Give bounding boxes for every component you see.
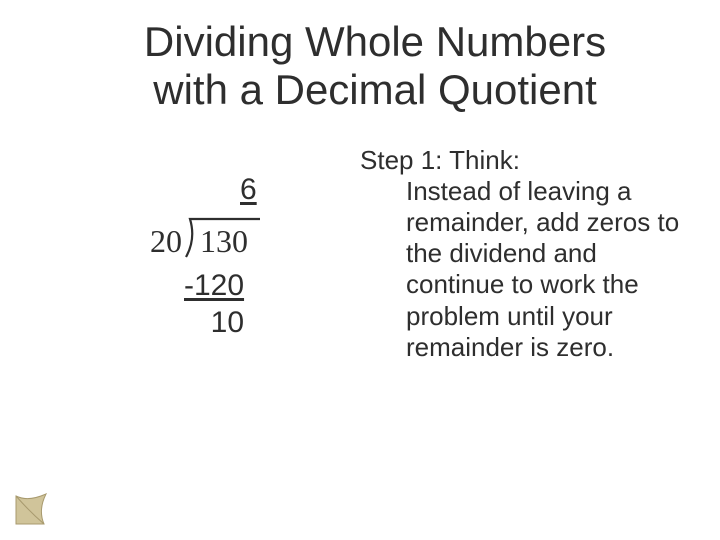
subtraction-steps: -120 10 xyxy=(184,267,244,342)
subtraction-line-1: -120 xyxy=(184,267,244,305)
long-division-symbol: 130 xyxy=(184,215,248,257)
slide-title: Dividing Whole Numbers with a Decimal Qu… xyxy=(70,18,680,115)
title-line-1: Dividing Whole Numbers xyxy=(144,18,606,65)
slide: Dividing Whole Numbers with a Decimal Qu… xyxy=(0,0,720,540)
content-area: 6 20 130 -120 10 Step 1 xyxy=(30,145,690,363)
step-body: Instead of leaving a remainder, add zero… xyxy=(360,176,680,363)
division-bracket-icon xyxy=(180,213,262,261)
division-row: 20 130 xyxy=(150,215,248,257)
page-curl-icon xyxy=(14,492,48,526)
title-line-2: with a Decimal Quotient xyxy=(153,66,597,113)
step-label: Step 1: Think: xyxy=(360,145,520,175)
step-text: Step 1: Think: Instead of leaving a rema… xyxy=(360,145,680,363)
subtraction-line-2: 10 xyxy=(184,304,244,342)
divisor-value: 20 xyxy=(150,225,182,257)
math-column: 6 20 130 -120 10 xyxy=(30,145,360,363)
quotient-value: 6 xyxy=(240,173,257,207)
step-column: Step 1: Think: Instead of leaving a rema… xyxy=(360,145,690,363)
